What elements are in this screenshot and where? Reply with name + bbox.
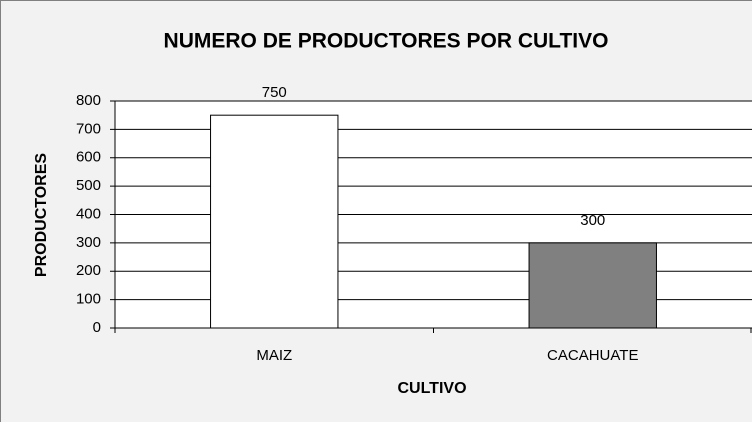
chart-title: NUMERO DE PRODUCTORES POR CULTIVO xyxy=(164,30,609,53)
y-tick-label: 300 xyxy=(76,234,101,251)
y-tick-label: 700 xyxy=(76,120,101,137)
data-label: 300 xyxy=(580,212,605,229)
y-tick-label: 100 xyxy=(76,291,101,308)
y-tick-label: 200 xyxy=(76,262,101,279)
y-tick-label: 800 xyxy=(76,92,101,109)
y-axis-title: PRODUCTORES xyxy=(33,153,50,277)
y-tick-label: 0 xyxy=(93,319,101,336)
y-tick-label: 500 xyxy=(76,177,101,194)
y-tick-label: 600 xyxy=(76,149,101,166)
bar xyxy=(528,242,657,329)
x-tick-label: MAIZ xyxy=(256,347,292,364)
y-tick-label: 400 xyxy=(76,205,101,222)
data-label: 750 xyxy=(262,84,287,101)
x-axis-title: CULTIVO xyxy=(397,380,466,397)
x-tick-label: CACAHUATE xyxy=(547,347,638,364)
bar xyxy=(210,114,339,329)
